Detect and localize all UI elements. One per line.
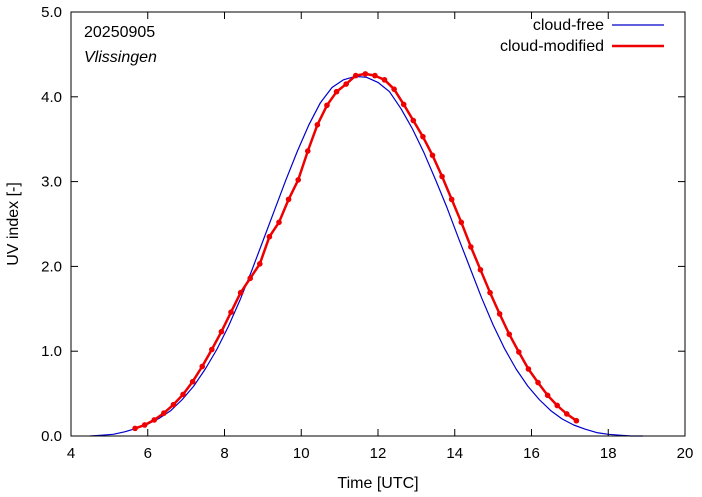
data-point-cloud-modified <box>400 101 407 108</box>
series-line-cloud-free <box>90 75 643 437</box>
data-point-cloud-modified <box>199 363 206 370</box>
data-point-cloud-modified <box>343 81 349 87</box>
data-point-cloud-modified <box>544 392 551 399</box>
data-point-cloud-modified <box>525 366 532 372</box>
data-point-cloud-modified <box>151 417 158 423</box>
data-point-cloud-modified <box>362 71 369 77</box>
data-point-cloud-modified <box>496 311 503 317</box>
x-tick-label: 6 <box>144 445 152 462</box>
data-point-cloud-modified <box>247 275 254 282</box>
x-tick-label: 14 <box>446 445 463 462</box>
legend-label-cloud-modified: cloud-modified <box>500 38 604 55</box>
data-point-cloud-modified <box>381 77 388 83</box>
data-point-cloud-modified <box>506 331 513 338</box>
y-tick-label: 0.0 <box>41 428 62 445</box>
data-point-cloud-modified <box>448 196 455 203</box>
data-point-cloud-modified <box>276 219 282 226</box>
data-point-cloud-modified <box>161 410 167 416</box>
data-point-cloud-modified <box>189 378 196 385</box>
data-point-cloud-modified <box>429 152 436 159</box>
y-tick-label: 3.0 <box>41 174 62 191</box>
x-tick-label: 10 <box>293 445 310 462</box>
legend: cloud-free cloud-modified <box>500 17 664 55</box>
data-point-cloud-modified <box>564 411 570 417</box>
data-point-cloud-modified <box>439 173 445 180</box>
data-point-cloud-modified <box>391 86 397 92</box>
data-point-cloud-modified <box>218 328 225 335</box>
y-axis-title: UV index [-] <box>5 182 22 266</box>
data-point-cloud-modified <box>372 72 378 79</box>
data-point-cloud-modified <box>477 266 484 273</box>
data-point-cloud-modified <box>468 244 474 250</box>
x-tick-label: 4 <box>67 445 75 462</box>
data-point-cloud-modified <box>132 425 138 432</box>
y-tick-label: 1.0 <box>41 343 62 360</box>
data-point-cloud-modified <box>487 289 493 296</box>
data-point-cloud-modified <box>352 72 359 79</box>
series-layer <box>90 71 643 437</box>
ticks-layer <box>70 11 686 437</box>
y-tick-label: 2.0 <box>41 258 62 275</box>
station-annotation: Vlissingen <box>84 49 157 66</box>
data-point-cloud-modified <box>285 196 292 203</box>
tick-labels-layer: 4 6 8 10 12 14 16 18 20 0.0 1.0 2.0 3.0 4.0 5.0 <box>41 4 693 462</box>
data-point-cloud-modified <box>209 346 215 353</box>
data-point-cloud-modified <box>420 133 426 140</box>
y-tick-label: 4.0 <box>41 89 62 106</box>
data-point-cloud-modified <box>573 417 580 424</box>
data-point-cloud-modified <box>295 177 301 183</box>
data-point-cloud-modified <box>170 401 177 408</box>
data-point-cloud-modified <box>314 121 321 128</box>
x-tick-label: 16 <box>523 445 540 462</box>
data-point-cloud-modified <box>228 309 234 315</box>
data-point-cloud-modified <box>554 402 561 409</box>
y-tick-label: 5.0 <box>41 4 62 21</box>
data-point-cloud-modified <box>304 148 311 154</box>
x-axis-title: Time [UTC] <box>337 475 418 492</box>
data-point-cloud-modified <box>180 391 186 398</box>
data-point-cloud-modified <box>141 422 148 428</box>
x-tick-label: 8 <box>220 445 228 462</box>
legend-label-cloud-free: cloud-free <box>533 17 604 34</box>
data-point-cloud-modified <box>237 289 244 296</box>
data-point-cloud-modified <box>535 379 541 386</box>
date-annotation: 20250905 <box>84 24 155 41</box>
data-point-cloud-modified <box>324 102 330 109</box>
data-point-cloud-modified <box>410 117 417 124</box>
data-point-cloud-modified <box>516 349 522 355</box>
data-point-cloud-modified <box>458 219 465 226</box>
x-tick-label: 20 <box>677 445 694 462</box>
x-tick-label: 18 <box>600 445 617 462</box>
data-point-cloud-modified <box>257 261 263 267</box>
data-point-cloud-modified <box>333 88 340 95</box>
x-tick-label: 12 <box>370 445 387 462</box>
data-point-cloud-modified <box>266 233 273 240</box>
